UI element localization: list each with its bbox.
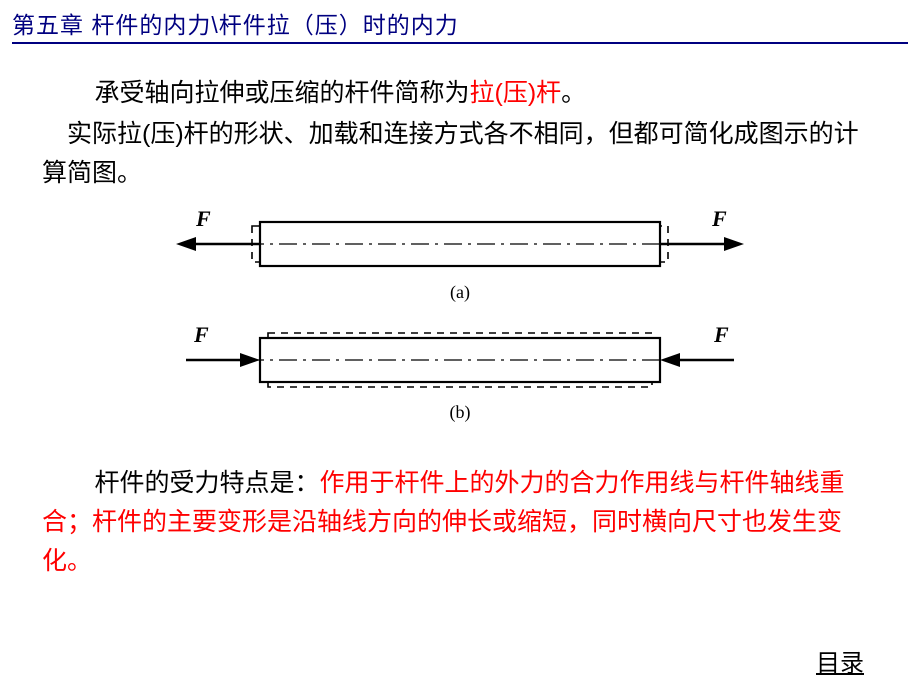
paragraph-3: 杆件的受力特点是：作用于杆件上的外力的合力作用线与杆件轴线重合；杆件的主要变形是…	[0, 454, 920, 580]
sublabel-b: (b)	[450, 402, 471, 423]
force-label-left-a: F	[195, 206, 211, 231]
diagram-a: F F (a)	[176, 206, 744, 303]
paragraph-2: 实际拉(压)杆的形状、加载和连接方式各不相同，但都可简化成图示的计算简图。	[42, 115, 878, 193]
force-label-right-b: F	[713, 322, 729, 347]
body-paragraphs: 承受轴向拉伸或压缩的杆件简称为拉(压)杆。 实际拉(压)杆的形状、加载和连接方式…	[0, 48, 920, 192]
arrowhead-left-b	[240, 353, 260, 367]
diagram-b: F F (b)	[186, 322, 734, 423]
bar-diagram-figure: F F (a) F F (b)	[150, 198, 770, 454]
force-label-right-a: F	[711, 206, 727, 231]
para1-post: 。	[561, 79, 586, 107]
para3-lead: 杆件的受力特点是：	[95, 469, 320, 497]
header-divider	[12, 42, 908, 44]
breadcrumb-title: 第五章 杆件的内力\杆件拉（压）时的内力	[12, 6, 908, 40]
toc-link[interactable]: 目录	[816, 643, 864, 678]
slide-header: 第五章 杆件的内力\杆件拉（压）时的内力	[0, 0, 920, 48]
force-label-left-b: F	[193, 322, 209, 347]
sublabel-a: (a)	[450, 282, 470, 303]
figure-container: F F (a) F F (b)	[0, 192, 920, 454]
paragraph-1: 承受轴向拉伸或压缩的杆件简称为拉(压)杆。	[42, 74, 878, 113]
para2-text: 实际拉(压)杆的形状、加载和连接方式各不相同，但都可简化成图示的计算简图。	[42, 120, 859, 187]
arrowhead-right-a	[724, 237, 744, 251]
para1-pre: 承受轴向拉伸或压缩的杆件简称为	[95, 79, 470, 107]
arrowhead-left-a	[176, 237, 196, 251]
para1-term: 拉(压)杆	[470, 79, 562, 107]
arrowhead-right-b	[660, 353, 680, 367]
